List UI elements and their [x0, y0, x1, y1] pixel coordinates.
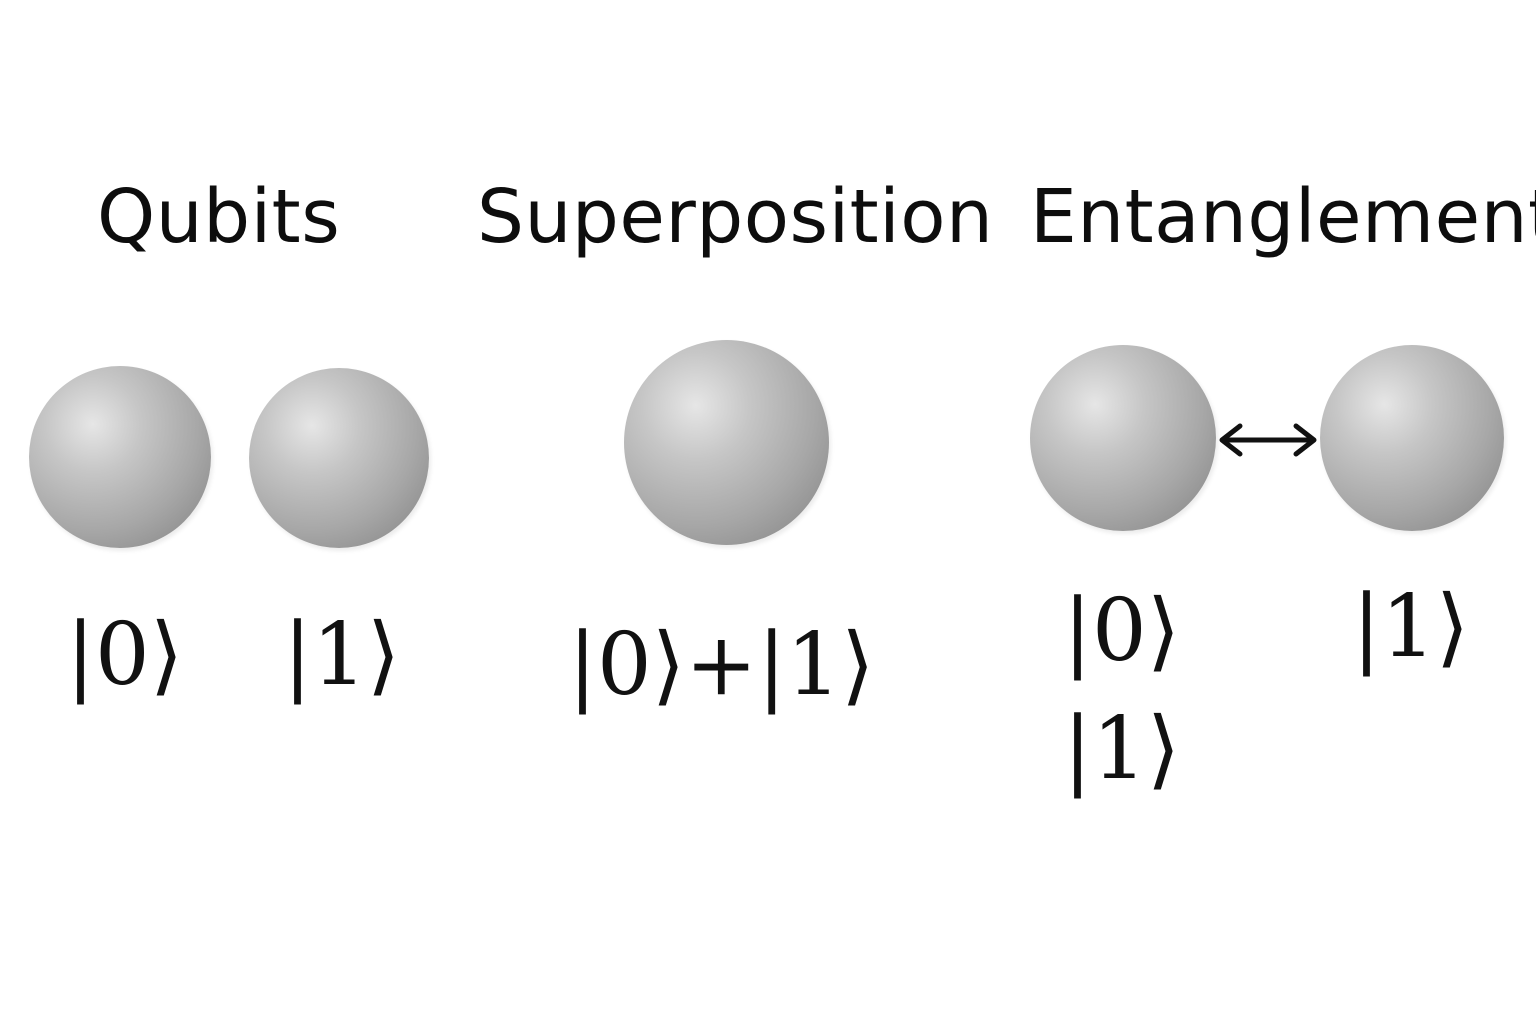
qubit-one-sphere [249, 368, 429, 548]
entangled-right-sphere [1320, 345, 1504, 531]
ket-zero-label: |0⟩ [66, 605, 184, 705]
entangled-left-sphere [1030, 345, 1216, 531]
title-entanglement: Entanglement [1030, 174, 1536, 260]
entangled-left-zero-label: |0⟩ [1063, 581, 1181, 681]
qubit-zero-sphere [29, 366, 211, 548]
superposition-ket-label: |0⟩+|1⟩ [568, 615, 875, 715]
double-headed-arrow-icon [1219, 423, 1317, 457]
superposition-sphere [624, 340, 829, 545]
ket-one-label: |1⟩ [283, 605, 401, 705]
title-qubits: Qubits [97, 174, 341, 260]
entangled-right-one-label: |1⟩ [1352, 577, 1470, 677]
title-superposition: Superposition [477, 174, 994, 260]
entangled-left-one-label: |1⟩ [1063, 699, 1181, 799]
